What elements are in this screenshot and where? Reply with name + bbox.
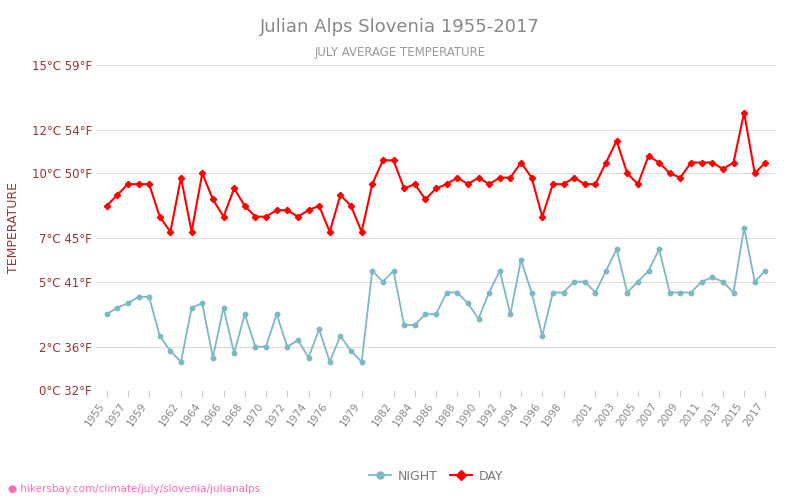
DAY — [421, 196, 430, 202]
DAY — [739, 110, 749, 116]
DAY — [102, 203, 111, 209]
DAY — [442, 181, 451, 187]
NIGHT — [570, 278, 579, 284]
DAY — [750, 170, 759, 176]
NIGHT — [739, 224, 749, 230]
Line: DAY: DAY — [105, 110, 767, 234]
Y-axis label: TEMPERATURE: TEMPERATURE — [7, 182, 21, 273]
Legend: NIGHT, DAY: NIGHT, DAY — [364, 465, 508, 488]
Text: ● hikersbay.com/climate/july/slovenia/julianalps: ● hikersbay.com/climate/july/slovenia/ju… — [8, 484, 260, 494]
NIGHT — [421, 311, 430, 317]
NIGHT — [761, 268, 770, 274]
NIGHT — [442, 290, 451, 296]
DAY — [314, 203, 324, 209]
DAY — [570, 174, 579, 180]
DAY — [293, 214, 302, 220]
DAY — [166, 229, 175, 235]
Text: Julian Alps Slovenia 1955-2017: Julian Alps Slovenia 1955-2017 — [260, 18, 540, 36]
Text: JULY AVERAGE TEMPERATURE: JULY AVERAGE TEMPERATURE — [314, 46, 486, 59]
NIGHT — [293, 337, 302, 343]
NIGHT — [750, 278, 759, 284]
NIGHT — [176, 359, 186, 365]
DAY — [761, 160, 770, 166]
NIGHT — [314, 326, 324, 332]
NIGHT — [102, 311, 111, 317]
Line: NIGHT: NIGHT — [105, 226, 767, 364]
